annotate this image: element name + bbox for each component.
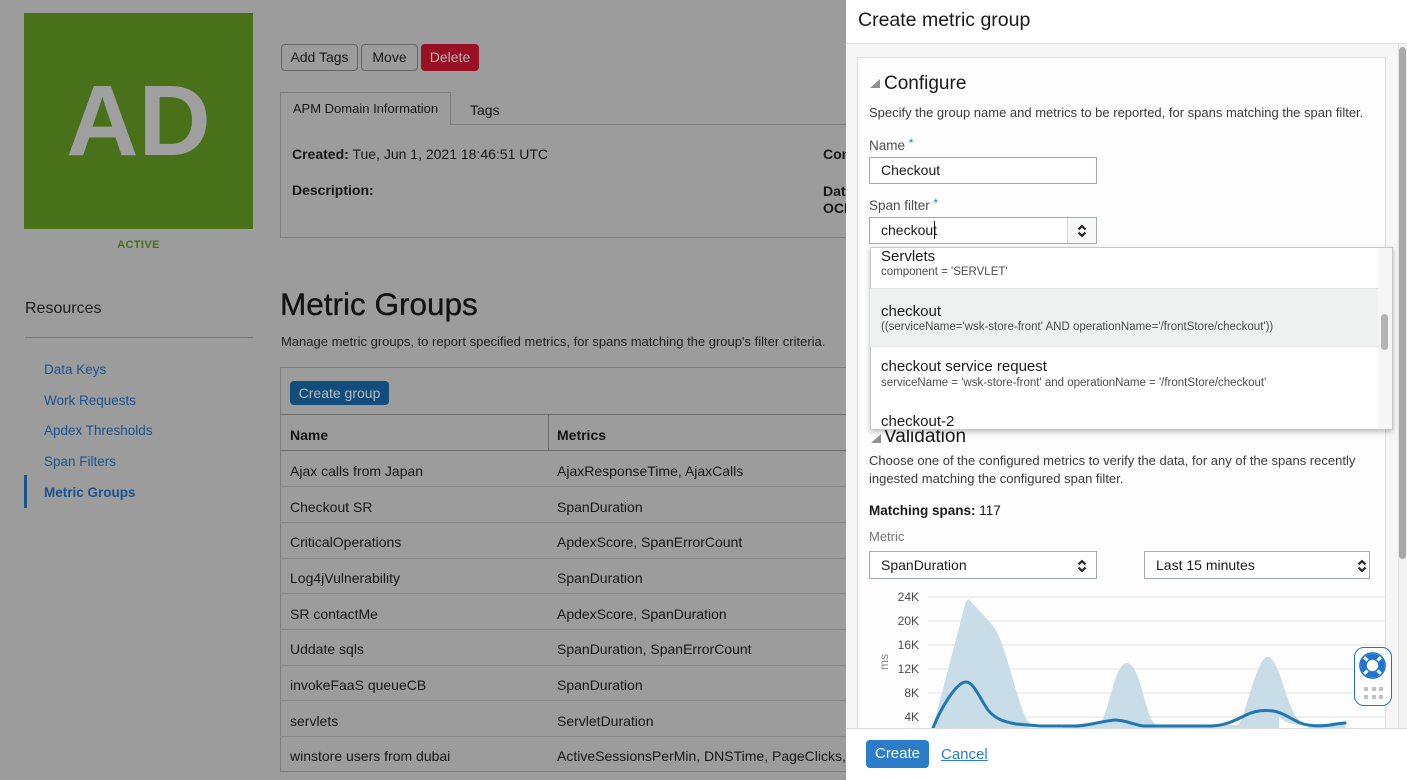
svg-text:20K: 20K bbox=[898, 614, 919, 628]
svg-text:16K: 16K bbox=[898, 638, 919, 652]
svg-text:ms: ms bbox=[880, 654, 891, 670]
svg-text:24K: 24K bbox=[898, 590, 919, 604]
svg-text:8K: 8K bbox=[904, 686, 919, 700]
svg-text:12K: 12K bbox=[898, 662, 919, 676]
svg-text:4K: 4K bbox=[904, 710, 919, 724]
